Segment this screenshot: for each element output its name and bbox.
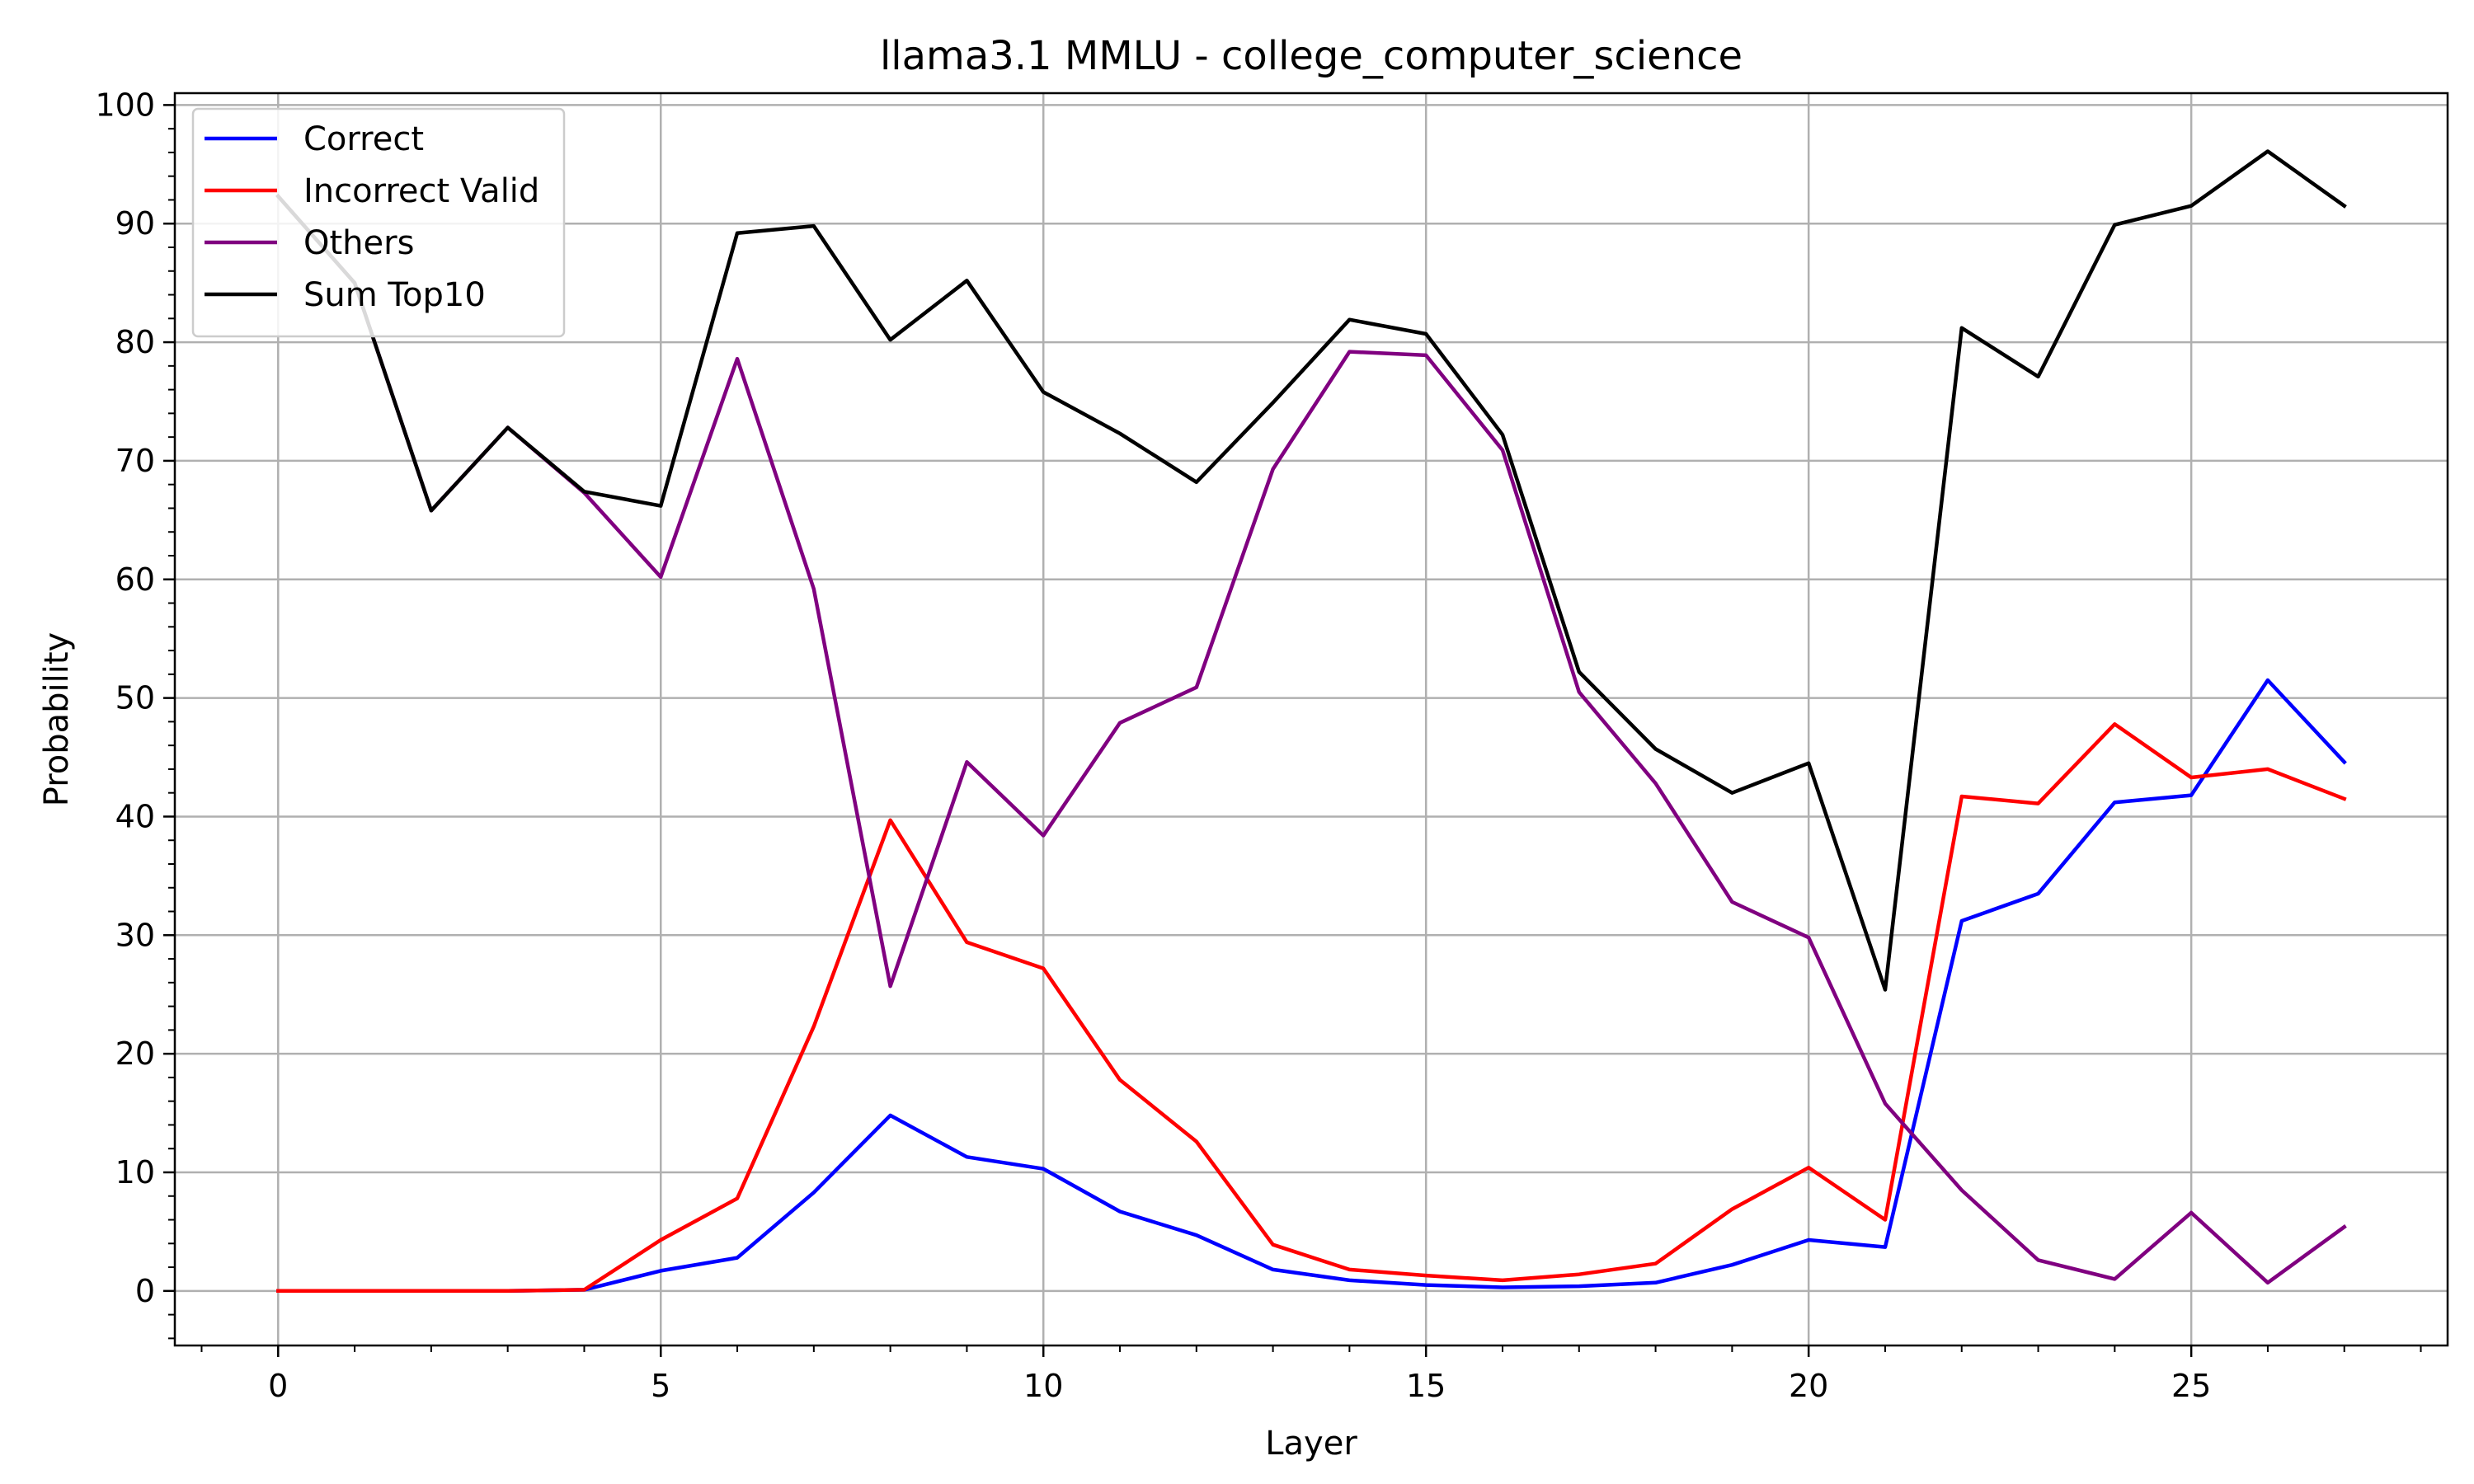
x-tick-label: 15 (1406, 1368, 1446, 1404)
y-tick-label: 20 (115, 1036, 155, 1072)
legend-label: Others (303, 224, 414, 262)
legend-label: Sum Top10 (303, 276, 486, 314)
series-line-incorrect-valid (276, 722, 2347, 1294)
x-tick-label: 25 (2171, 1368, 2211, 1404)
chart-title: llama3.1 MMLU - college_computer_science (880, 33, 1743, 79)
y-axis-label: Probability (38, 632, 76, 806)
x-tick-label: 0 (268, 1368, 288, 1404)
plot-frame (173, 92, 2449, 1347)
y-axis: 0 10 20 30 40 50 60 70 80 90 100 (95, 87, 175, 1340)
y-tick-label: 80 (115, 324, 155, 360)
legend-box (191, 107, 566, 338)
x-tick-label: 5 (651, 1368, 670, 1404)
x-axis: 0 5 10 15 20 25 (200, 1345, 2422, 1404)
y-tick-label: 0 (135, 1273, 155, 1309)
y-tick-label: 100 (95, 87, 155, 123)
legend-label: Correct (303, 120, 424, 158)
x-axis-label: Layer (1265, 1425, 1357, 1463)
y-tick-label: 60 (115, 561, 155, 598)
y-tick-label: 70 (115, 443, 155, 479)
x-tick-label: 10 (1023, 1368, 1063, 1404)
legend: Correct Incorrect Valid Others Sum Top10 (191, 107, 566, 338)
series-line-sum-top10 (275, 149, 2347, 992)
y-tick-label: 40 (115, 798, 155, 834)
series-line-correct (276, 678, 2347, 1294)
y-tick-label: 10 (115, 1154, 155, 1190)
series-lines (275, 149, 2347, 1294)
grid (175, 93, 2448, 1345)
series-line-others (275, 193, 2347, 1285)
y-tick-label: 50 (115, 680, 155, 716)
x-tick-label: 20 (1789, 1368, 1828, 1404)
legend-label: Incorrect Valid (303, 172, 539, 210)
y-tick-label: 30 (115, 917, 155, 953)
y-tick-label: 90 (115, 205, 155, 242)
